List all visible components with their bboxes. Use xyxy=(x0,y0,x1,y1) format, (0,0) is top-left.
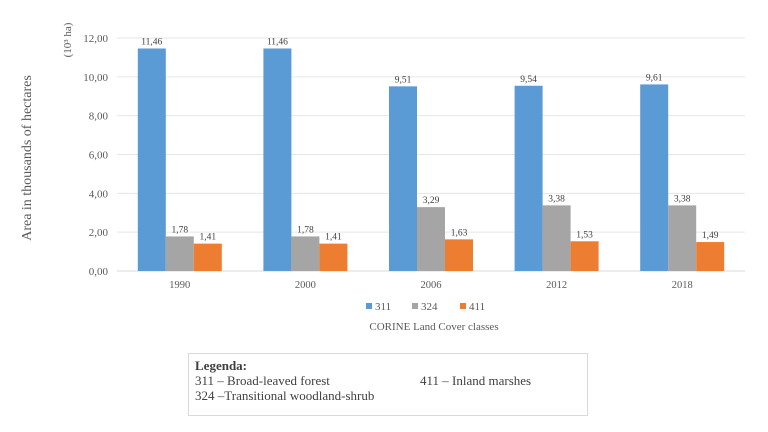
y-tick-label: 4,00 xyxy=(89,188,109,200)
y-axis-ticks: 0,00 2,00 4,00 6,00 8,00 10,00 12,00 xyxy=(83,33,108,278)
bar-324-1990 xyxy=(165,236,194,271)
legend-item-311: 311 xyxy=(366,301,391,313)
x-tick-label: 2000 xyxy=(295,280,316,291)
x-tick-label: 2012 xyxy=(546,280,567,291)
gridlines xyxy=(117,37,745,272)
legend-swatch xyxy=(366,303,372,309)
bar-324-2006 xyxy=(417,207,445,271)
bar-chart: 0,00 2,00 4,00 6,00 8,00 10,00 12,00 11,46 1,78… xyxy=(20,22,745,333)
data-label: 3,29 xyxy=(423,196,440,206)
x-axis-title: CORINE Land Cover classes xyxy=(369,321,498,333)
legend-item-411: 411 xyxy=(460,301,485,313)
bar-411-1990 xyxy=(193,243,222,271)
bar-411-2006 xyxy=(445,239,473,271)
legend-box: Legenda: 311 – Broad-leaved forest 411 –… xyxy=(188,353,588,416)
y-tick-label: 6,00 xyxy=(89,150,109,162)
legend-entry-311: 311 – Broad-leaved forest xyxy=(195,373,330,388)
legend-swatch xyxy=(412,303,418,309)
bars xyxy=(137,48,725,272)
data-label: 1,53 xyxy=(576,230,593,240)
y-tick-label: 8,00 xyxy=(89,111,109,123)
data-label: 11,46 xyxy=(267,37,288,47)
bar-324-2018 xyxy=(668,205,697,271)
data-label: 1,49 xyxy=(702,231,719,241)
legend-box-title: Legenda: xyxy=(195,358,247,373)
legend-label: 411 xyxy=(469,301,485,313)
y-axis-title: Area in thousands of hectares xyxy=(20,75,35,241)
data-label: 1,63 xyxy=(451,228,468,238)
data-labels: 11,46 1,78 1,41 11,46 1,78 1,41 9,51 3,29 1,63 9,… xyxy=(141,37,718,242)
data-label: 1,78 xyxy=(297,225,314,235)
data-label: 3,38 xyxy=(674,194,691,204)
bar-411-2012 xyxy=(570,241,599,271)
bar-311-2018 xyxy=(640,84,669,272)
legend-label: 324 xyxy=(421,301,438,313)
bar-324-2000 xyxy=(291,236,320,271)
chart-legend: 311 324 411 xyxy=(366,301,485,313)
data-label: 9,61 xyxy=(646,73,663,83)
data-label: 1,78 xyxy=(171,225,188,235)
y-tick-label: 12,00 xyxy=(83,33,108,45)
data-label: 1,41 xyxy=(199,233,216,243)
data-label: 3,38 xyxy=(548,194,565,204)
x-axis-ticks: 1990 2000 2006 2012 2018 xyxy=(169,280,692,291)
legend-entry-324: 324 –Transitional woodland-shrub xyxy=(195,388,375,403)
data-label: 1,41 xyxy=(325,233,342,243)
legend-swatch xyxy=(460,303,466,309)
y-axis-unit: (10³ ha) xyxy=(62,22,74,57)
bar-411-2018 xyxy=(696,242,725,271)
bar-324-2012 xyxy=(542,205,571,271)
data-label: 9,51 xyxy=(395,75,412,85)
bar-311-2012 xyxy=(514,85,543,271)
x-tick-label: 2006 xyxy=(421,280,442,291)
data-label: 11,46 xyxy=(141,37,162,47)
y-tick-label: 2,00 xyxy=(89,227,109,239)
bar-311-1990 xyxy=(137,48,166,271)
y-tick-label: 10,00 xyxy=(83,72,108,84)
x-tick-label: 1990 xyxy=(169,280,190,291)
legend-label: 311 xyxy=(375,301,391,313)
bar-311-2006 xyxy=(389,86,417,271)
y-tick-label: 0,00 xyxy=(89,266,109,278)
bar-311-2000 xyxy=(263,48,292,271)
x-tick-label: 2018 xyxy=(672,280,693,291)
legend-entry-411: 411 – Inland marshes xyxy=(420,373,532,388)
bar-411-2000 xyxy=(319,243,348,271)
legend-item-324: 324 xyxy=(412,301,438,313)
data-label: 9,54 xyxy=(520,75,537,85)
